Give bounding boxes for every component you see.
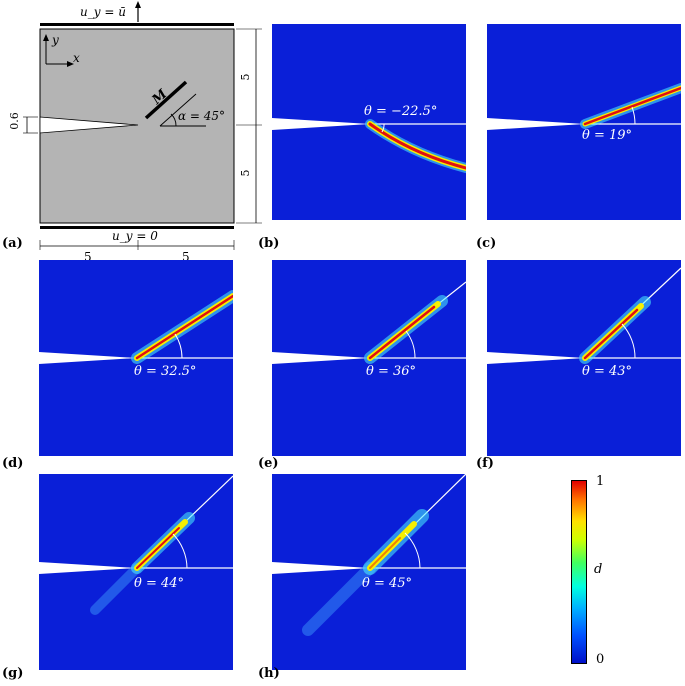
panel-label-h: (h) — [258, 666, 280, 681]
panel-g-theta: θ = 44° — [134, 576, 185, 591]
dim-width-right: 5 — [182, 250, 190, 264]
panel-e-theta: θ = 36° — [366, 364, 417, 379]
panel-c-field — [487, 24, 681, 220]
panel-e-field — [272, 260, 466, 456]
bottom-bc-label: u_y = 0 — [112, 229, 158, 243]
panel-d-theta: θ = 32.5° — [134, 364, 197, 379]
notch — [272, 118, 370, 130]
top-plate — [40, 23, 234, 26]
panel-label-b: (b) — [258, 236, 280, 251]
panel-label-f: (f) — [476, 456, 494, 471]
orientation-line — [159, 93, 197, 127]
notch-width-label: 0.6 — [8, 112, 21, 130]
panel-b-theta: θ = −22.5° — [364, 104, 438, 119]
dim-height-top: 5 — [239, 74, 252, 81]
arrow-head-icon — [135, 1, 141, 8]
setup-diagram: u_y = ū u_y = 0 y x M α = 45° 0.6 5 5 — [8, 1, 262, 250]
alpha-label: α = 45° — [178, 109, 225, 123]
colorbar-var-label: d — [594, 562, 603, 577]
panel-label-e: (e) — [258, 456, 279, 471]
x-axis-arrow-icon — [67, 61, 74, 67]
panel-c-theta: θ = 19° — [582, 128, 633, 143]
top-bc-label: u_y = ū — [80, 5, 126, 19]
dim-width-left: 5 — [84, 250, 92, 264]
axis-y-label: y — [51, 33, 59, 47]
y-axis-arrow-icon — [43, 34, 49, 41]
panel-b-field — [272, 24, 466, 220]
colorbar — [571, 480, 587, 664]
dim-height-bottom: 5 — [239, 170, 252, 177]
panel-h-field — [272, 474, 466, 670]
notch — [39, 116, 139, 134]
bottom-plate — [40, 226, 234, 229]
axis-x-label: x — [73, 51, 80, 65]
alpha-arc — [170, 113, 177, 127]
orientation-bar — [144, 80, 188, 120]
panel-f-theta: θ = 43° — [582, 364, 633, 379]
panel-d-field — [39, 260, 233, 456]
panel-label-a: (a) — [2, 236, 23, 251]
panel-h-theta: θ = 45° — [362, 576, 413, 591]
panel-label-g: (g) — [2, 666, 24, 681]
colorbar-min-label: 0 — [596, 652, 605, 667]
theta-arc — [381, 123, 385, 133]
colorbar-max-label: 1 — [596, 474, 605, 489]
panel-label-d: (d) — [2, 456, 24, 471]
panel-label-c: (c) — [476, 236, 497, 251]
panel-f-field — [487, 260, 681, 456]
panel-g-field — [39, 474, 233, 670]
